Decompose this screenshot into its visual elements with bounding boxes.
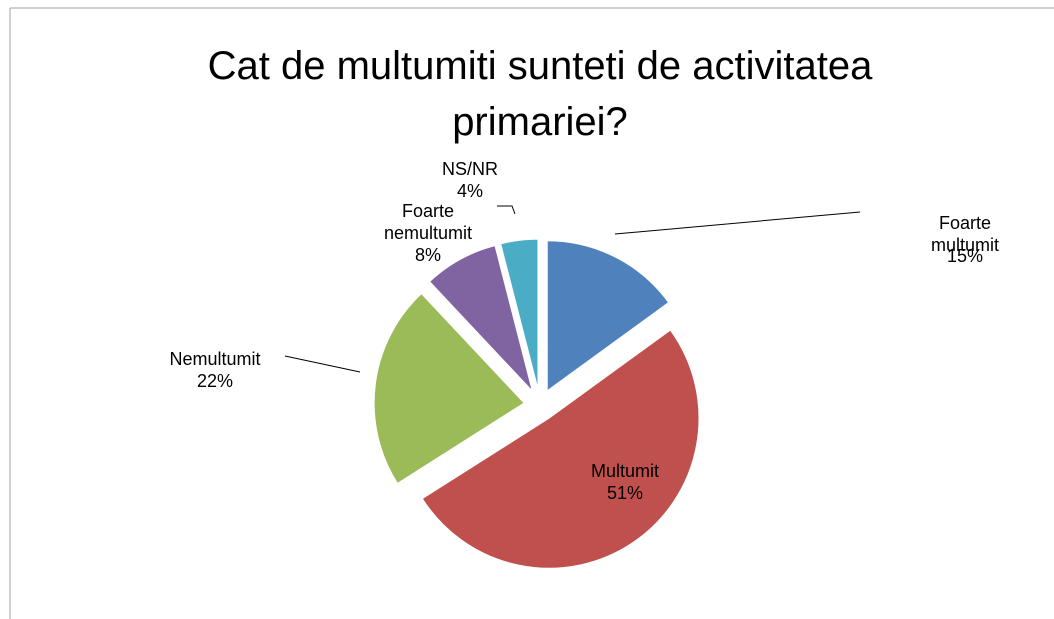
slice-label-name: Nemultumit [169,349,261,369]
leader-line [284,355,361,373]
slice-label-name: NS/NR [441,159,499,179]
pie-slice [546,240,670,392]
pie-slice [500,238,539,390]
slice-label-value: 4% [456,181,484,201]
slice-label-value: 8% [414,245,442,265]
slice-label-name: Foarte multumit [930,213,999,255]
chart-title: Cat de multumiti sunteti de activitatea … [207,44,873,144]
leader-line [497,205,516,215]
slice-label-name: Multumit [590,461,660,481]
pie-slice [421,329,700,569]
slice-label-value: 22% [196,371,234,391]
pie-slice [428,245,533,392]
slice-label-value: 51% [606,483,644,503]
leader-line [614,211,861,235]
slice-label-name: Foarte nemultumit [383,201,473,243]
slice-label-value: 15% [946,246,984,266]
pie-slice [373,292,525,485]
